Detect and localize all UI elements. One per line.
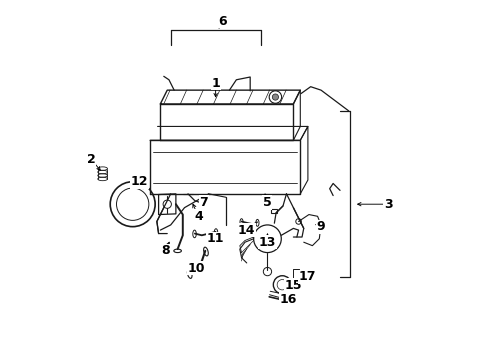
- Text: 8: 8: [161, 244, 170, 257]
- Text: 16: 16: [279, 293, 297, 306]
- Text: 14: 14: [238, 224, 255, 237]
- Text: 5: 5: [263, 196, 272, 209]
- Text: 9: 9: [317, 220, 325, 233]
- Text: 12: 12: [131, 175, 148, 188]
- Text: 11: 11: [207, 232, 224, 245]
- Circle shape: [272, 94, 278, 100]
- Text: 1: 1: [211, 77, 220, 90]
- Bar: [271, 209, 277, 213]
- Text: 13: 13: [259, 236, 276, 249]
- Text: 3: 3: [384, 198, 393, 211]
- Text: 6: 6: [218, 14, 227, 27]
- Text: 17: 17: [298, 270, 316, 283]
- Text: 7: 7: [199, 196, 208, 209]
- Text: 15: 15: [285, 279, 302, 292]
- Text: 4: 4: [194, 210, 203, 223]
- Text: 2: 2: [87, 153, 96, 166]
- Text: 10: 10: [188, 262, 205, 275]
- Circle shape: [296, 219, 301, 224]
